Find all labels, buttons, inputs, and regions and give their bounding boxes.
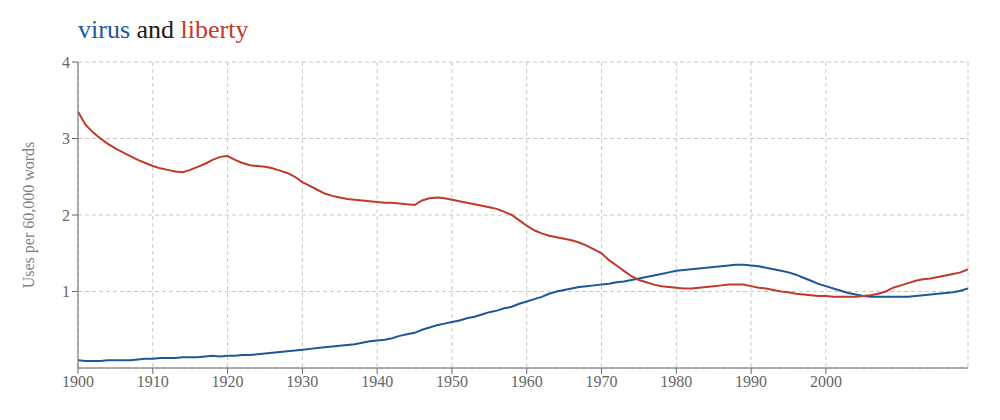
svg-text:1980: 1980	[660, 373, 692, 390]
svg-text:1900: 1900	[62, 373, 94, 390]
svg-text:4: 4	[62, 54, 70, 71]
svg-text:1990: 1990	[735, 373, 767, 390]
html-text:virus and liberty: virus and liberty	[78, 15, 249, 44]
svg-text:1970: 1970	[586, 373, 618, 390]
svg-text:1910: 1910	[137, 373, 169, 390]
svg-text:1960: 1960	[511, 373, 543, 390]
svg-text:1: 1	[62, 283, 70, 300]
svg-text:3: 3	[62, 130, 70, 147]
svg-text:1920: 1920	[212, 373, 244, 390]
svg-text:Uses per 60,000 words: Uses per 60,000 words	[20, 142, 38, 289]
svg-text:1950: 1950	[436, 373, 468, 390]
svg-text:2000: 2000	[810, 373, 842, 390]
svg-text:1940: 1940	[361, 373, 393, 390]
svg-text:2: 2	[62, 207, 70, 224]
svg-text:1930: 1930	[286, 373, 318, 390]
